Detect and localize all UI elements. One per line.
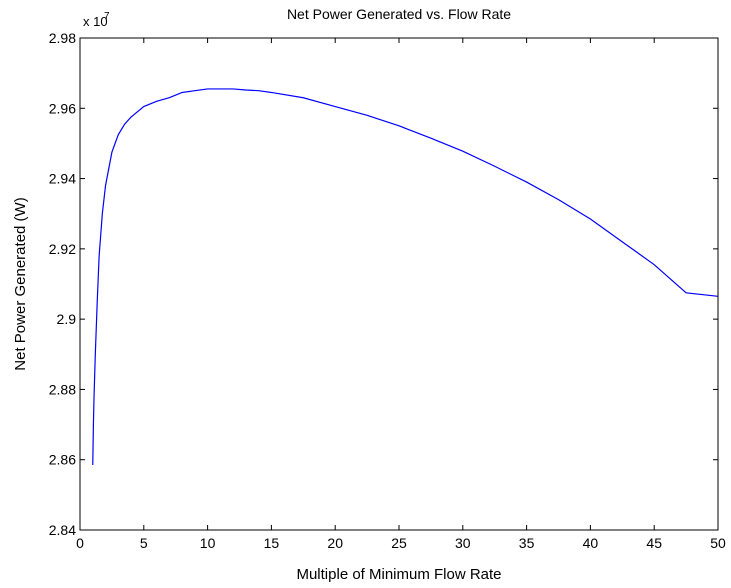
x-tick-label: 45 [646, 535, 662, 551]
y-tick-label: 2.94 [49, 171, 76, 187]
y-tick-label: 2.86 [49, 452, 76, 468]
y-axis-ticks: 2.84 2.86 2.88 2.9 2.92 2.94 2.96 2.98 [49, 30, 718, 538]
y-tick-label: 2.88 [49, 381, 76, 397]
x-tick-label: 5 [140, 535, 148, 551]
x-tick-label: 15 [264, 535, 280, 551]
x-tick-label: 20 [327, 535, 343, 551]
x-tick-label: 10 [200, 535, 216, 551]
plot-area-border [79, 37, 719, 531]
y-tick-label: 2.92 [49, 241, 76, 257]
y-tick-label: 2.84 [49, 522, 76, 538]
x-axis-label: Multiple of Minimum Flow Rate [296, 566, 501, 583]
x-tick-label: 30 [455, 535, 471, 551]
x-tick-label: 25 [391, 535, 407, 551]
chart-title: Net Power Generated vs. Flow Rate [287, 6, 511, 22]
x-tick-label: 0 [76, 535, 84, 551]
y-tick-label: 2.96 [49, 100, 76, 116]
x-tick-label: 35 [519, 535, 535, 551]
y-exponent-label: x 10 7 [83, 11, 110, 29]
x-tick-label: 50 [710, 535, 726, 551]
x-tick-label: 40 [583, 535, 599, 551]
plot-area-background [80, 38, 718, 530]
y-multiplier-exponent: 7 [104, 11, 110, 22]
y-axis-label: Net Power Generated (W) [12, 197, 29, 370]
series-line [92, 88, 719, 465]
y-tick-label: 2.98 [49, 30, 76, 46]
y-multiplier-text: x 10 [83, 14, 108, 29]
y-tick-label: 2.9 [57, 311, 77, 327]
x-axis-ticks: 0 5 10 15 20 25 30 35 40 45 50 [76, 38, 726, 551]
